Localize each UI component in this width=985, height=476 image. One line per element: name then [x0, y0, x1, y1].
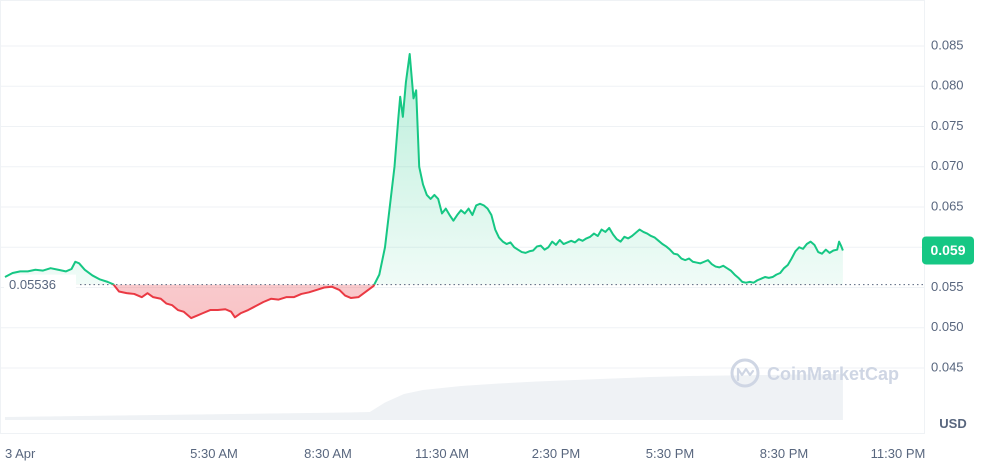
price-line-down [111, 284, 376, 320]
baseline-marker: 0.05536 [4, 274, 925, 295]
x-tick-label: 8:30 AM [304, 446, 352, 461]
coinmarketcap-logo-mark [736, 367, 755, 382]
y-tick-label: 0.050 [931, 319, 964, 334]
x-tick-label: 5:30 AM [190, 446, 238, 461]
currency-label: USD [939, 416, 966, 431]
watermark-text: CoinMarketCap [767, 364, 899, 384]
y-tick-label: 0.055 [931, 279, 964, 294]
x-tick-label: 3 Apr [5, 446, 36, 461]
y-tick-label: 0.085 [931, 37, 964, 52]
y-tick-label: 0.070 [931, 158, 964, 173]
coinmarketcap-logo-icon [730, 358, 760, 388]
baseline-label: 0.05536 [9, 277, 56, 292]
y-tick-label: 0.065 [931, 198, 964, 213]
price-line-up [4, 53, 844, 285]
x-axis: 3 Apr 5:30 AM 8:30 AM 11:30 AM 2:30 PM 5:30 P… [5, 446, 925, 461]
x-tick-label: 11:30 AM [415, 446, 469, 461]
area-above-baseline [5, 54, 843, 285]
y-axis: 0.085 0.080 0.075 0.070 0.065 0.055 0.050 0.045 [931, 37, 964, 374]
x-tick-label: 11:30 PM [871, 446, 926, 461]
y-tick-label: 0.080 [931, 78, 964, 93]
current-price-badge-bg [922, 236, 974, 265]
current-price-badge: 0.059 [922, 236, 974, 265]
baseline-label-bg [4, 274, 76, 295]
x-tick-label: 2:30 PM [532, 446, 580, 461]
volume-area [5, 374, 843, 420]
grid-lines [0, 45, 925, 369]
volume-area-path [5, 374, 843, 420]
x-tick-label: 8:30 PM [760, 446, 808, 461]
y-tick-label: 0.075 [931, 118, 964, 133]
price-lines [4, 53, 844, 320]
x-tick-label: 5:30 PM [646, 446, 694, 461]
current-price-badge-text: 0.059 [930, 242, 965, 258]
coinmarketcap-watermark: CoinMarketCap [730, 358, 899, 388]
plot-frame [0, 0, 925, 434]
y-tick-label: 0.045 [931, 359, 964, 374]
